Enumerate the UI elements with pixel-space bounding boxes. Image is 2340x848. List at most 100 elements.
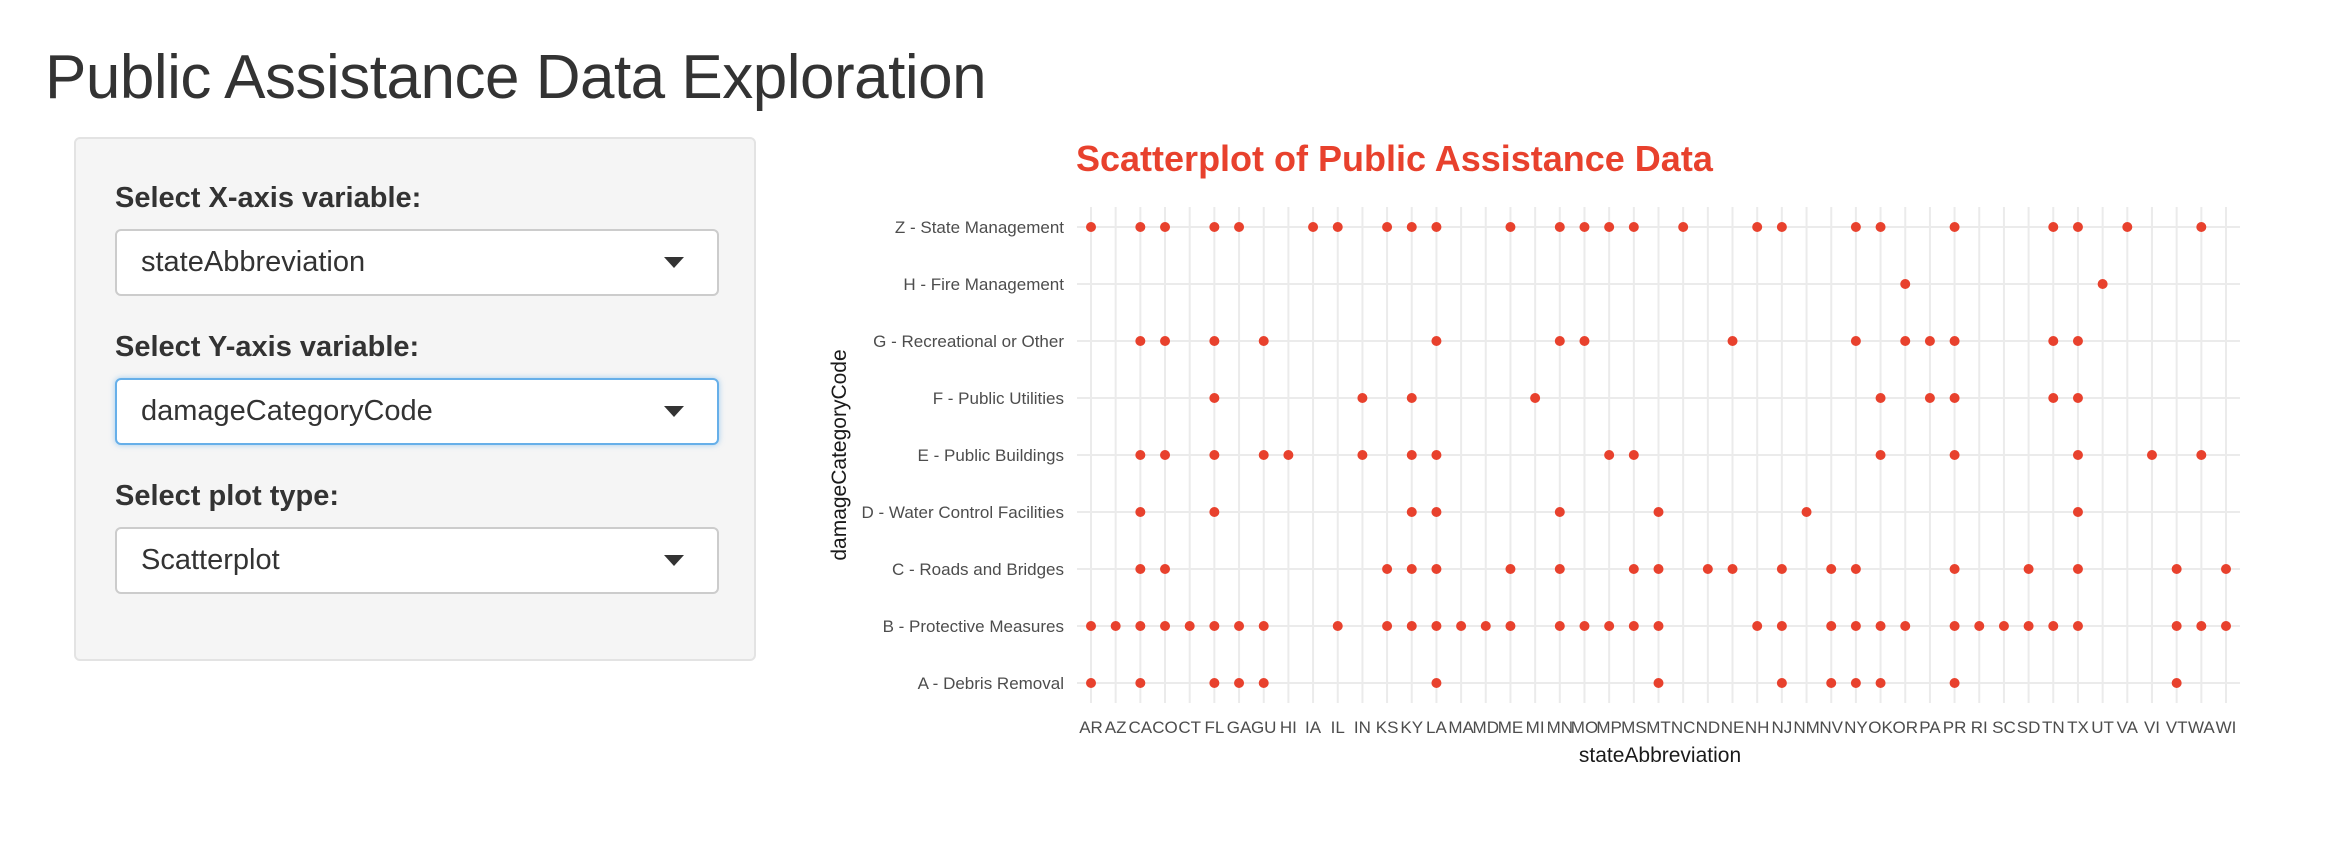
scatter-point xyxy=(1949,336,1960,346)
scatter-point xyxy=(1554,336,1565,346)
scatter-point xyxy=(2072,222,2083,232)
scatter-point xyxy=(1456,621,1467,631)
x-tick-label: OR xyxy=(1892,718,1918,737)
y-tick-label: B - Protective Measures xyxy=(883,617,1064,636)
x-axis-select[interactable]: stateAbbreviation xyxy=(115,229,719,296)
x-tick-label: TX xyxy=(2067,718,2089,737)
scatter-point xyxy=(2072,564,2083,574)
scatter-point xyxy=(1653,507,1664,517)
x-tick-label: RI xyxy=(1971,718,1988,737)
scatter-point xyxy=(1431,621,1442,631)
scatter-point xyxy=(1160,621,1171,631)
scatter-point xyxy=(1135,336,1146,346)
x-tick-label: GU xyxy=(1251,718,1277,737)
scatter-point xyxy=(1135,621,1146,631)
x-tick-label: WA xyxy=(2188,718,2215,737)
y-tick-label: A - Debris Removal xyxy=(918,674,1064,693)
scatter-point xyxy=(1332,222,1343,232)
y-tick-label: C - Roads and Bridges xyxy=(892,560,1064,579)
scatter-point xyxy=(1949,450,1960,460)
x-tick-label: NY xyxy=(1844,718,1868,737)
scatter-point xyxy=(2072,507,2083,517)
scatter-point xyxy=(1431,564,1442,574)
x-tick-label: PR xyxy=(1943,718,1967,737)
x-tick-label: VA xyxy=(2117,718,2139,737)
scatter-point xyxy=(2221,621,2231,631)
x-tick-label: KY xyxy=(1400,718,1423,737)
scatter-point xyxy=(1382,222,1393,232)
x-tick-label: SC xyxy=(1992,718,2016,737)
scatter-point xyxy=(1579,222,1590,232)
scatter-point xyxy=(1776,222,1787,232)
x-tick-label: TN xyxy=(2042,718,2065,737)
x-tick-label: NV xyxy=(1819,718,1843,737)
scatter-point xyxy=(1628,222,1639,232)
scatter-point xyxy=(1924,336,1935,346)
scatter-point xyxy=(1431,507,1442,517)
scatter-point xyxy=(1974,621,1985,631)
x-tick-label: IA xyxy=(1305,718,1322,737)
scatter-point xyxy=(1826,621,1837,631)
scatter-point xyxy=(1505,621,1516,631)
x-tick-label: NM xyxy=(1793,718,1819,737)
scatter-point xyxy=(1850,678,1861,688)
x-tick-label: MO xyxy=(1571,718,1598,737)
scatter-point xyxy=(1406,621,1417,631)
scatter-point xyxy=(1826,678,1837,688)
scatter-point xyxy=(2048,222,2059,232)
scatter-point xyxy=(1135,507,1146,517)
scatter-point xyxy=(2171,621,2182,631)
scatter-point xyxy=(1752,222,1763,232)
chevron-down-icon[interactable] xyxy=(664,555,684,566)
scatter-point xyxy=(1900,621,1911,631)
chevron-down-icon[interactable] xyxy=(664,406,684,417)
plot-type-select[interactable]: Scatterplot xyxy=(115,527,719,594)
scatter-point xyxy=(2048,336,2059,346)
scatter-point xyxy=(1135,222,1146,232)
x-tick-label: MT xyxy=(1646,718,1671,737)
scatter-point xyxy=(1850,564,1861,574)
scatter-point xyxy=(1554,564,1565,574)
scatter-point xyxy=(1949,564,1960,574)
x-axis-select-value: stateAbbreviation xyxy=(141,246,366,278)
scatter-point xyxy=(1234,222,1245,232)
scatter-point xyxy=(1776,564,1787,574)
scatter-point xyxy=(1431,450,1442,460)
x-tick-label: CA xyxy=(1129,718,1153,737)
x-tick-label: PA xyxy=(1919,718,1941,737)
x-tick-label: IL xyxy=(1331,718,1345,737)
scatter-point xyxy=(1135,564,1146,574)
scatter-point xyxy=(1332,621,1343,631)
scatter-point xyxy=(1406,450,1417,460)
scatter-point xyxy=(1998,621,2009,631)
scatter-point xyxy=(1850,336,1861,346)
x-tick-label: VI xyxy=(2144,718,2160,737)
scatter-point xyxy=(1628,450,1639,460)
x-tick-label: MD xyxy=(1473,718,1499,737)
scatter-point xyxy=(1949,621,1960,631)
page-title: Public Assistance Data Exploration xyxy=(45,43,987,112)
y-tick-label: E - Public Buildings xyxy=(918,446,1064,465)
x-tick-label: CT xyxy=(1178,718,1201,737)
y-axis-select-label: Select Y-axis variable: xyxy=(115,331,420,363)
scatter-point xyxy=(2023,621,2034,631)
scatter-point xyxy=(2048,621,2059,631)
scatter-point xyxy=(1258,621,1269,631)
sidebar-panel: Select X-axis variable: stateAbbreviatio… xyxy=(74,137,756,661)
x-tick-label: NC xyxy=(1671,718,1696,737)
scatter-point xyxy=(1505,564,1516,574)
y-tick-label: F - Public Utilities xyxy=(933,389,1064,408)
y-axis-select[interactable]: damageCategoryCode xyxy=(115,378,719,445)
scatter-point xyxy=(1949,393,1960,403)
scatter-point xyxy=(1357,450,1368,460)
scatter-point xyxy=(1209,393,1220,403)
scatter-point xyxy=(1949,222,1960,232)
scatter-point xyxy=(2072,621,2083,631)
chevron-down-icon[interactable] xyxy=(664,257,684,268)
scatter-point xyxy=(1086,222,1096,232)
scatter-point xyxy=(1406,564,1417,574)
x-tick-label: AZ xyxy=(1105,718,1127,737)
scatter-point xyxy=(1258,336,1269,346)
scatter-point xyxy=(2023,564,2034,574)
scatter-point xyxy=(1505,222,1516,232)
